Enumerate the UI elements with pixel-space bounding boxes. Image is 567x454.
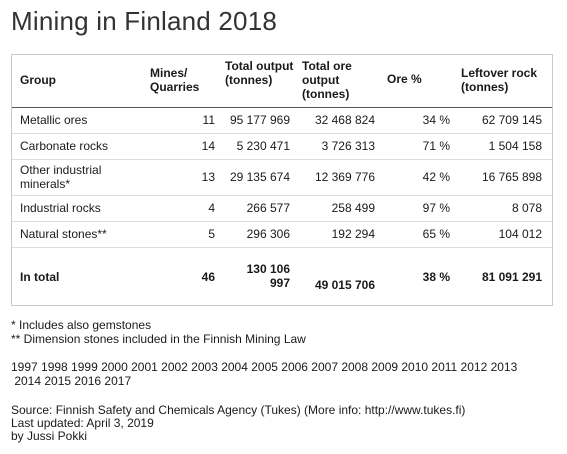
- years-line-2: 2014 2015 2016 2017: [11, 374, 132, 388]
- cell-group: Carbonate rocks: [20, 139, 109, 153]
- cell-leftover: 62 709 145: [481, 113, 542, 127]
- cell-total-output-line2: 997: [269, 276, 290, 290]
- cell-ore-pct: 97 %: [422, 201, 450, 215]
- header-total-ore: Total ore output (tonnes): [302, 59, 352, 101]
- cell-mines: 46: [201, 270, 215, 284]
- page-title: Mining in Finland 2018: [11, 6, 278, 36]
- cell-mines: 5: [208, 227, 215, 241]
- cell-ore-pct: 38 %: [422, 270, 450, 284]
- years-line-1: 1997 1998 1999 2000 2001 2002 2003 2004 …: [11, 360, 518, 374]
- mining-table: Group Mines/ Quarries Total output (tonn…: [11, 54, 553, 306]
- header-leftover: Leftover rock (tonnes): [461, 66, 538, 94]
- source-line: Source: Finnish Safety and Chemicals Age…: [11, 403, 466, 417]
- table-row: Metallic ores 11 95 177 969 32 468 824 3…: [12, 107, 552, 134]
- cell-mines: 11: [202, 113, 215, 127]
- cell-mines: 13: [201, 170, 215, 184]
- footnote-gemstones: * Includes also gemstones: [11, 318, 152, 332]
- table-row: Carbonate rocks 14 5 230 471 3 726 313 7…: [12, 133, 552, 160]
- cell-group: Metallic ores: [20, 113, 88, 127]
- cell-total-ore: 3 726 313: [321, 139, 375, 153]
- cell-total-output: 266 577: [246, 201, 290, 215]
- cell-ore-pct: 34 %: [422, 113, 450, 127]
- cell-leftover: 81 091 291: [481, 270, 542, 284]
- last-updated: Last updated: April 3, 2019: [11, 416, 154, 430]
- cell-leftover: 8 078: [511, 201, 542, 215]
- cell-total-output: 29 135 674: [229, 170, 290, 184]
- header-ore-pct: Ore %: [387, 72, 422, 86]
- table-row: Other industrial minerals* 13 29 135 674…: [12, 159, 552, 196]
- cell-total-ore: 258 499: [331, 201, 375, 215]
- table-row: Natural stones** 5 296 306 192 294 65 % …: [12, 221, 552, 248]
- cell-total-ore: 192 294: [331, 227, 375, 241]
- cell-leftover: 1 504 158: [488, 139, 542, 153]
- cell-leftover: 104 012: [498, 227, 542, 241]
- author: by Jussi Pokki: [11, 429, 88, 443]
- cell-group: Other industrial minerals*: [20, 163, 102, 191]
- cell-mines: 4: [208, 201, 215, 215]
- cell-leftover: 16 765 898: [481, 170, 542, 184]
- cell-total-output: 5 230 471: [236, 139, 290, 153]
- footnote-dimension-stones: ** Dimension stones included in the Finn…: [11, 332, 306, 346]
- cell-group: In total: [20, 270, 60, 284]
- cell-ore-pct: 71 %: [422, 139, 450, 153]
- cell-total-ore: 32 468 824: [314, 113, 375, 127]
- cell-total-output: 296 306: [246, 227, 290, 241]
- table-header: Group Mines/ Quarries Total output (tonn…: [12, 55, 552, 108]
- cell-total-output: 95 177 969: [229, 113, 290, 127]
- header-group: Group: [20, 73, 56, 87]
- cell-ore-pct: 42 %: [422, 170, 450, 184]
- header-mines: Mines/ Quarries: [150, 66, 200, 94]
- cell-total-ore: 49 015 706: [314, 278, 375, 292]
- cell-ore-pct: 65 %: [422, 227, 450, 241]
- table-row: Industrial rocks 4 266 577 258 499 97 % …: [12, 195, 552, 222]
- cell-total-ore: 12 369 776: [314, 170, 375, 184]
- cell-group: Industrial rocks: [20, 201, 101, 215]
- header-total-output: Total output (tonnes): [225, 59, 294, 87]
- cell-total-output-line1: 130 106: [246, 262, 290, 276]
- table-total-row: In total 46 130 106 997 49 015 706 38 % …: [12, 248, 552, 306]
- cell-mines: 14: [201, 139, 215, 153]
- cell-group: Natural stones**: [20, 227, 107, 241]
